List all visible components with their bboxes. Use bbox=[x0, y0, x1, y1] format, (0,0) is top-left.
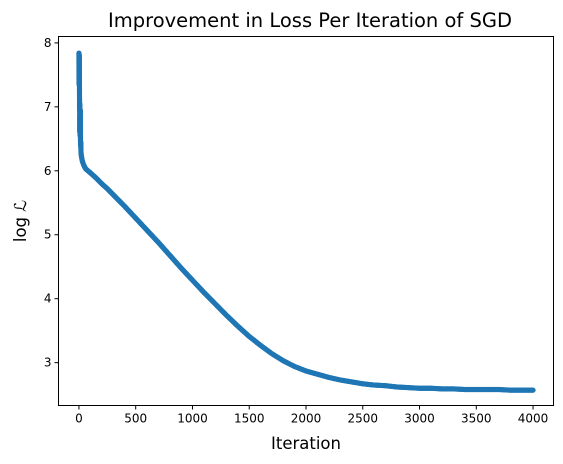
x-tick-label-5: 2500 bbox=[347, 412, 378, 426]
y-axis: 3 4 5 6 7 8 bbox=[44, 36, 59, 370]
chart-title: Improvement in Loss Per Iteration of SGD bbox=[108, 9, 512, 32]
y-tick-label-2: 5 bbox=[44, 228, 52, 242]
y-tick-label-4: 7 bbox=[44, 100, 52, 114]
plot-area bbox=[76, 50, 536, 393]
x-axis: 0 500 1000 1500 2000 2500 3000 3500 4000 bbox=[75, 405, 549, 426]
y-tick-label-5: 8 bbox=[44, 36, 52, 50]
data-point-927 bbox=[530, 387, 536, 393]
plot-frame bbox=[58, 36, 554, 406]
y-tick-label-3: 6 bbox=[44, 164, 52, 178]
x-tick-label-3: 1500 bbox=[234, 412, 265, 426]
x-tick-label-0: 0 bbox=[75, 412, 83, 426]
y-axis-label: log ℒ bbox=[11, 200, 30, 242]
x-tick-label-6: 3000 bbox=[404, 412, 435, 426]
y-tick-label-1: 4 bbox=[44, 292, 52, 306]
x-tick-label-1: 500 bbox=[124, 412, 147, 426]
x-tick-label-8: 4000 bbox=[518, 412, 549, 426]
series-line-0 bbox=[78, 53, 534, 391]
x-tick-label-7: 3500 bbox=[461, 412, 492, 426]
x-tick-label-4: 2000 bbox=[291, 412, 322, 426]
x-axis-label: Iteration bbox=[271, 434, 341, 453]
series-markers-0 bbox=[76, 50, 536, 393]
x-tick-label-2: 1000 bbox=[177, 412, 208, 426]
y-tick-label-0: 3 bbox=[44, 356, 52, 370]
